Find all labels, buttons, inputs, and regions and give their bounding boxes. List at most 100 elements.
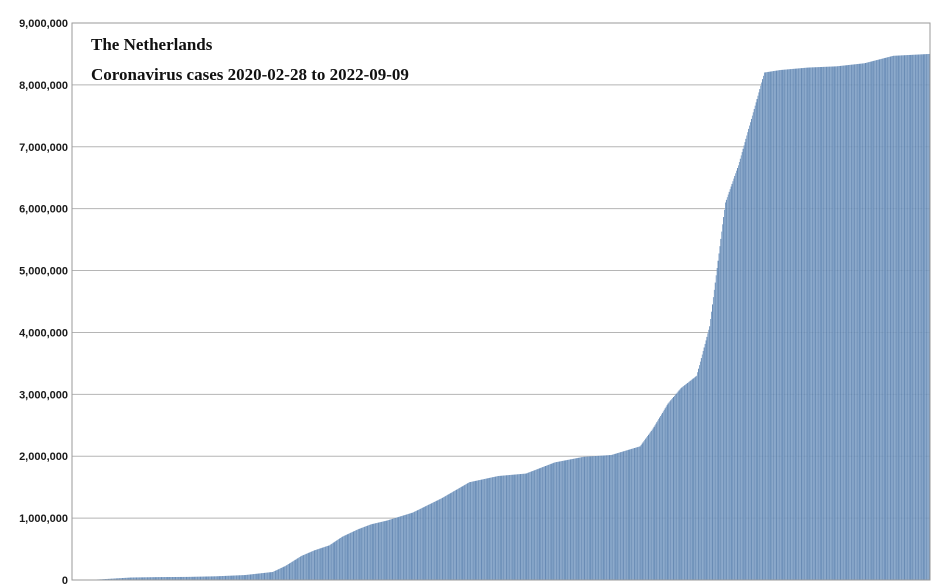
bar xyxy=(924,54,926,581)
bar xyxy=(635,447,637,580)
bar xyxy=(733,178,735,581)
bar xyxy=(303,554,305,580)
bar xyxy=(297,558,299,580)
bar xyxy=(258,573,260,580)
bar xyxy=(216,576,218,580)
bar xyxy=(655,423,657,580)
bar xyxy=(498,475,500,580)
bar xyxy=(134,577,136,580)
bar xyxy=(413,512,415,580)
bar xyxy=(205,576,207,580)
bar xyxy=(839,66,841,580)
bar xyxy=(521,473,523,580)
bar xyxy=(544,466,546,580)
bar xyxy=(295,559,297,580)
bar xyxy=(661,412,663,580)
bar xyxy=(480,479,482,580)
bar xyxy=(824,66,826,581)
bar xyxy=(632,448,634,580)
bar xyxy=(360,528,362,580)
bar xyxy=(408,513,410,580)
bar xyxy=(112,578,114,580)
bar xyxy=(802,68,803,580)
bar xyxy=(347,534,349,580)
bar xyxy=(873,60,875,580)
bar xyxy=(626,450,628,580)
bar xyxy=(313,550,315,580)
bar xyxy=(620,452,622,580)
bar xyxy=(582,457,584,580)
bar xyxy=(737,168,738,580)
bar xyxy=(888,57,890,580)
bar xyxy=(597,455,599,580)
bar xyxy=(130,577,132,580)
bar xyxy=(627,449,629,580)
bar xyxy=(689,380,691,580)
bar xyxy=(886,57,888,581)
bar xyxy=(196,576,198,580)
bar xyxy=(558,461,559,580)
bar xyxy=(694,377,696,580)
bar xyxy=(132,577,134,580)
y-tick-label: 9,000,000 xyxy=(19,18,68,30)
bar xyxy=(484,478,486,580)
bar xyxy=(776,70,777,581)
bar xyxy=(801,68,802,580)
bar xyxy=(848,64,850,581)
bar xyxy=(325,546,327,580)
bar xyxy=(117,578,119,580)
bar xyxy=(421,507,423,580)
bar xyxy=(138,577,140,580)
bar xyxy=(783,69,785,581)
bar xyxy=(263,572,265,580)
bar xyxy=(264,572,265,580)
bar xyxy=(714,282,716,580)
bar xyxy=(493,477,495,580)
bar xyxy=(862,63,864,581)
bar xyxy=(903,55,905,580)
bar xyxy=(628,449,630,580)
bar xyxy=(148,577,149,580)
bar xyxy=(435,501,437,580)
bar xyxy=(686,383,687,580)
bar xyxy=(590,456,592,580)
bar xyxy=(679,389,681,580)
bar xyxy=(146,577,148,580)
bar xyxy=(889,56,891,580)
bar xyxy=(349,533,351,580)
bar xyxy=(605,455,607,580)
bar xyxy=(207,576,209,580)
bar xyxy=(712,297,714,580)
y-tick-label: 3,000,000 xyxy=(19,389,68,401)
bar xyxy=(709,326,711,580)
bar xyxy=(451,492,453,580)
bar xyxy=(440,498,442,580)
bar xyxy=(337,539,339,580)
bar xyxy=(513,474,515,580)
bar xyxy=(732,181,734,580)
bar xyxy=(546,465,548,580)
bar xyxy=(906,55,908,580)
bar xyxy=(770,71,772,581)
bar xyxy=(622,451,624,580)
bar xyxy=(594,456,596,580)
bar xyxy=(232,575,234,580)
bar xyxy=(719,246,721,580)
bar xyxy=(641,443,643,580)
bar xyxy=(363,527,365,580)
bar xyxy=(153,577,155,580)
bar xyxy=(485,478,487,580)
bar xyxy=(563,460,565,580)
bar xyxy=(811,67,813,580)
bar xyxy=(187,576,188,580)
bar xyxy=(663,409,665,580)
bar xyxy=(718,253,720,580)
bar xyxy=(459,487,461,580)
bar xyxy=(928,53,930,581)
bar xyxy=(144,577,146,580)
bar xyxy=(671,399,673,580)
bar xyxy=(390,519,392,580)
bar xyxy=(194,576,196,580)
bar xyxy=(446,495,448,580)
bar xyxy=(695,376,697,580)
